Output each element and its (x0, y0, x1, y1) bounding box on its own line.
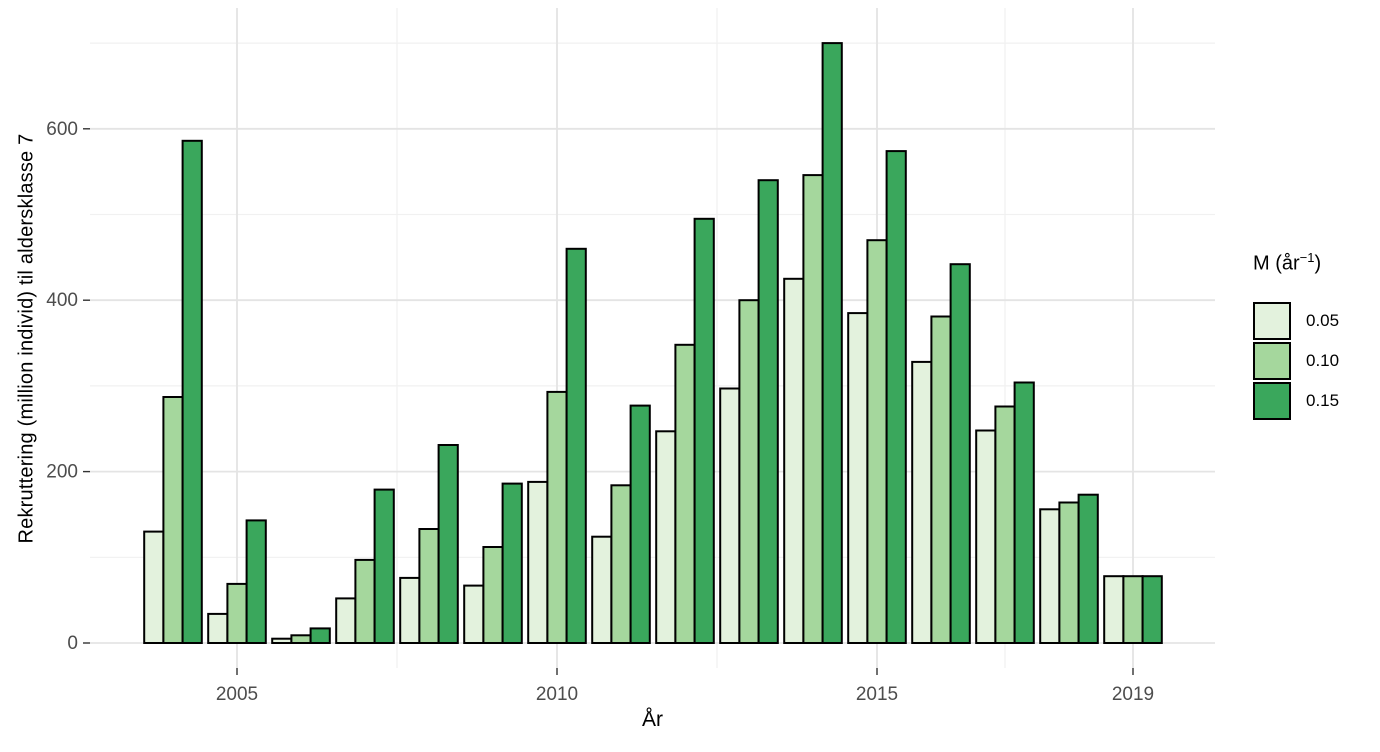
legend-label: 0.10 (1306, 350, 1340, 370)
bar-2004-M0.05 (143, 530, 165, 644)
bar-2018-M0.10 (1058, 501, 1080, 644)
x-tick-label: 2015 (856, 684, 898, 705)
bar-2008-M0.10 (418, 528, 440, 644)
bar-2008-M0.05 (399, 576, 421, 645)
legend-label: 0.15 (1306, 390, 1340, 410)
y-axis-title: Rekruttering (million individ) til alder… (15, 133, 38, 544)
bar-2009-M0.10 (482, 546, 504, 644)
y-tick-label: 400 (46, 290, 78, 311)
bar-2007-M0.05 (335, 597, 357, 645)
x-tick-label: 2005 (216, 684, 258, 705)
bar-2012-M0.10 (674, 343, 696, 644)
legend-keys: 0.05 0.10 0.15 (1253, 301, 1340, 420)
bar-2017-M0.05 (975, 429, 997, 644)
bar-2017-M0.15 (1013, 381, 1035, 644)
bar-2010-M0.10 (546, 390, 568, 644)
legend-key-0.15: 0.15 (1253, 381, 1340, 420)
bar-2014-M0.10 (802, 174, 824, 644)
legend: M (år−1) 0.05 0.10 0.15 (1253, 250, 1339, 420)
bar-2007-M0.15 (373, 488, 395, 644)
y-tick-label: 200 (46, 462, 78, 483)
bar-2015-M0.15 (885, 150, 907, 644)
legend-swatch (1253, 381, 1291, 420)
bar-2018-M0.05 (1039, 508, 1061, 644)
bar-2015-M0.05 (847, 312, 869, 644)
bar-2010-M0.15 (565, 247, 587, 645)
bar-2008-M0.15 (437, 444, 459, 644)
bar-2012-M0.05 (655, 430, 677, 644)
bar-2009-M0.15 (501, 482, 523, 644)
legend-label: 0.05 (1306, 310, 1340, 330)
bar-2006-M0.15 (309, 627, 331, 645)
bar-2007-M0.10 (354, 558, 376, 645)
legend-swatch (1253, 301, 1291, 340)
bar-2004-M0.15 (181, 139, 203, 645)
bar-2011-M0.15 (629, 404, 651, 644)
bar-2012-M0.15 (693, 217, 715, 645)
legend-key-0.10: 0.10 (1253, 341, 1340, 380)
bar-2013-M0.05 (719, 387, 741, 644)
bar-2013-M0.10 (738, 299, 760, 644)
bar-2009-M0.05 (463, 584, 485, 644)
bar-2010-M0.05 (527, 480, 549, 644)
bar-2011-M0.05 (591, 535, 613, 645)
bar-2014-M0.05 (783, 277, 805, 644)
bar-2016-M0.10 (930, 315, 952, 644)
legend-key-0.05: 0.05 (1253, 301, 1340, 340)
bar-2013-M0.15 (757, 179, 779, 644)
bar-2018-M0.15 (1077, 493, 1099, 645)
bar-2019-M0.15 (1141, 575, 1163, 645)
y-tick-label: 600 (46, 119, 78, 140)
bar-2005-M0.10 (226, 582, 248, 645)
legend-title: M (år−1) (1253, 250, 1322, 275)
bar-2005-M0.15 (245, 519, 267, 645)
bar-2017-M0.10 (994, 405, 1016, 644)
bar-2019-M0.10 (1122, 575, 1144, 645)
bar-2004-M0.10 (162, 396, 184, 644)
legend-swatch (1253, 341, 1291, 380)
bar-2016-M0.05 (911, 360, 933, 644)
bar-2016-M0.15 (949, 263, 971, 644)
bar-2006-M0.10 (290, 634, 312, 644)
x-tick-label: 2010 (536, 684, 578, 705)
bar-2019-M0.05 (1103, 575, 1125, 645)
bar-2015-M0.10 (866, 239, 888, 644)
y-tick-label: 0 (67, 633, 78, 654)
bar-2014-M0.15 (821, 42, 843, 645)
bar-2005-M0.05 (207, 612, 229, 645)
bar-2006-M0.05 (271, 637, 293, 645)
x-tick-label: 2019 (1112, 684, 1154, 705)
x-axis-title: År (642, 708, 663, 731)
bar-2011-M0.10 (610, 484, 632, 644)
